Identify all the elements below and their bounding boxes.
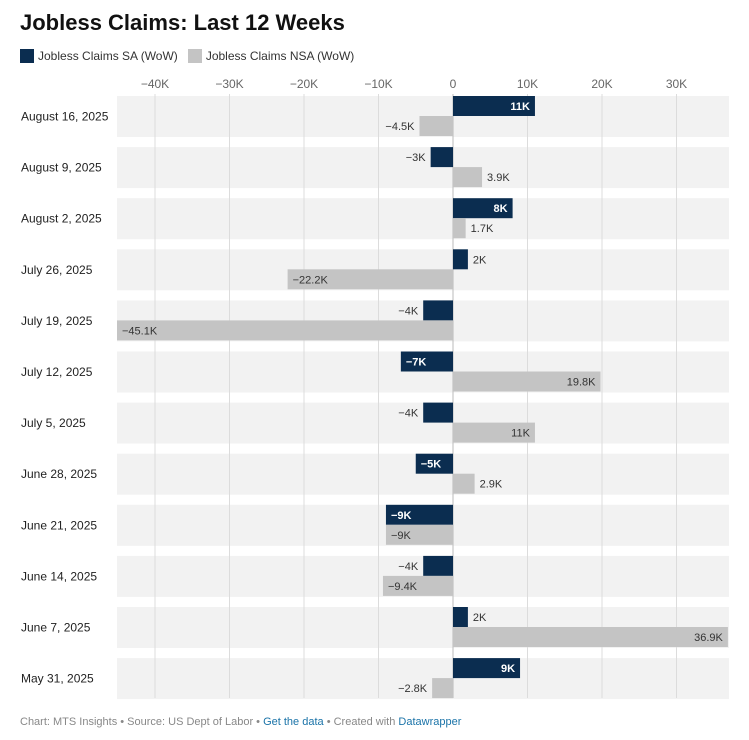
value-label-sa: −9K <box>391 510 412 522</box>
bar-sa <box>453 198 513 219</box>
category-label: June 28, 2025 <box>21 467 97 481</box>
category-label: May 31, 2025 <box>21 672 94 686</box>
value-label-sa: −3K <box>406 152 427 164</box>
bar-sa <box>453 607 468 627</box>
value-label-nsa: 11K <box>511 428 530 440</box>
value-label-nsa: −9K <box>391 530 412 542</box>
row-band <box>117 658 729 700</box>
value-label-nsa: −2.8K <box>398 683 428 695</box>
category-label: August 9, 2025 <box>21 161 102 175</box>
bar-chart: −40K −30K −20K −10K 0 10K 20K 30K August 16, 202… <box>21 77 729 700</box>
bar-sa <box>400 351 453 372</box>
value-label-nsa: 19.8K <box>567 377 596 389</box>
bar-sa <box>430 147 453 168</box>
row-band <box>117 147 729 189</box>
value-label-sa: 11K <box>510 101 530 113</box>
value-label-nsa: −4.5K <box>385 121 415 133</box>
value-label-sa: 2K <box>473 254 487 266</box>
value-label-nsa: −9.4K <box>388 581 418 593</box>
value-label-sa: 9K <box>501 663 515 675</box>
bar-nsa <box>453 422 535 443</box>
category-label: August 2, 2025 <box>21 212 102 226</box>
bar-nsa <box>287 269 453 290</box>
footer-source: Chart: MTS Insights • Source: US Dept of… <box>20 716 264 728</box>
value-label-nsa: 36.9K <box>694 632 723 644</box>
value-label-sa: −4K <box>398 408 419 420</box>
x-tick-label: 20K <box>591 77 612 91</box>
legend-label-sa: Jobless Claims SA (WoW) <box>38 49 178 63</box>
value-label-sa: 2K <box>473 612 487 624</box>
legend-item-sa: Jobless Claims SA (WoW) <box>20 49 178 63</box>
category-label: July 26, 2025 <box>21 263 93 277</box>
category-label: July 19, 2025 <box>21 314 93 328</box>
x-tick-label: 10K <box>517 77 538 91</box>
legend-swatch-sa <box>20 49 34 63</box>
value-label-nsa: −45.1K <box>122 325 158 337</box>
category-label: August 16, 2025 <box>21 110 109 124</box>
bar-nsa <box>432 678 453 699</box>
bar-sa <box>453 658 521 679</box>
bar-sa <box>423 300 453 321</box>
x-tick-label: −40K <box>141 77 169 91</box>
value-label-sa: −4K <box>398 561 419 573</box>
bar-nsa <box>117 320 453 341</box>
bar-nsa <box>453 218 466 239</box>
bar-nsa <box>419 116 453 136</box>
category-label: June 21, 2025 <box>21 518 97 532</box>
value-label-sa: −7K <box>406 357 427 369</box>
bar-sa <box>385 504 453 525</box>
bar-nsa <box>453 627 728 647</box>
bar-sa <box>423 402 453 423</box>
bar-sa <box>423 555 453 576</box>
value-label-nsa: −22.2K <box>293 274 329 286</box>
chart-title: Jobless Claims: Last 12 Weeks <box>20 10 345 35</box>
legend-item-nsa: Jobless Claims NSA (WoW) <box>187 49 355 63</box>
category-label: June 14, 2025 <box>21 569 97 583</box>
chart-footer: Chart: MTS Insights • Source: US Dept of… <box>20 716 461 728</box>
value-label-nsa: 1.7K <box>471 223 494 235</box>
legend: Jobless Claims SA (WoW) Jobless Claims N… <box>20 49 364 63</box>
bar-nsa <box>453 371 601 392</box>
category-label: June 7, 2025 <box>21 621 91 635</box>
legend-swatch-nsa <box>187 49 202 63</box>
bar-nsa <box>385 524 453 545</box>
bar-sa <box>453 249 468 270</box>
value-label-sa: −4K <box>398 305 419 317</box>
bar-nsa <box>453 167 483 188</box>
x-tick-label: 0 <box>450 77 457 91</box>
x-tick-label: 30K <box>666 77 687 91</box>
value-label-sa: −5K <box>421 459 442 471</box>
legend-label-nsa: Jobless Claims NSA (WoW) <box>205 49 355 63</box>
category-label: July 5, 2025 <box>21 416 86 430</box>
bar-sa <box>415 453 453 474</box>
x-tick-label: −10K <box>364 77 392 91</box>
bar-nsa <box>453 473 475 494</box>
value-label-nsa: 3.9K <box>487 172 510 184</box>
x-tick-label: −20K <box>290 77 318 91</box>
footer-created: • Created with <box>323 716 399 728</box>
category-label: July 12, 2025 <box>21 365 93 379</box>
bar-sa <box>453 96 535 116</box>
x-tick-label: −30K <box>215 77 243 91</box>
row-band <box>117 402 729 444</box>
datawrapper-link[interactable]: Datawrapper <box>398 716 462 728</box>
get-data-link[interactable]: Get the data <box>263 716 324 728</box>
value-label-nsa: 2.9K <box>480 479 503 491</box>
value-label-sa: 8K <box>494 203 508 215</box>
bar-nsa <box>382 575 453 596</box>
row-band <box>117 198 729 240</box>
